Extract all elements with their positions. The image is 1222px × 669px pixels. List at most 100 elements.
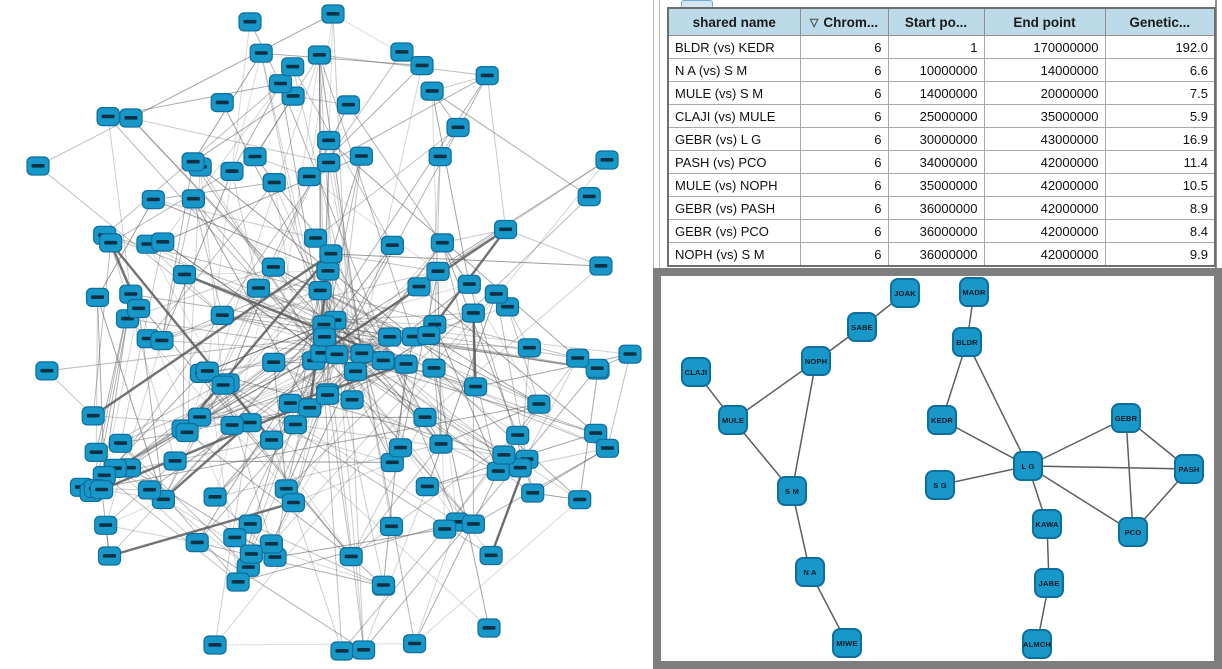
- cell-start[interactable]: 34000000: [887, 150, 985, 174]
- cell-genetic[interactable]: 8.9: [1104, 196, 1216, 220]
- table-tab-fragment[interactable]: [681, 0, 713, 7]
- cell-shared_name[interactable]: N A (vs) S M: [667, 58, 801, 82]
- node-kedr[interactable]: KEDR: [927, 405, 957, 435]
- cell-genetic[interactable]: 5.9: [1104, 104, 1216, 128]
- cell-genetic[interactable]: 7.5: [1104, 81, 1216, 105]
- cell-start[interactable]: 36000000: [887, 242, 985, 267]
- cell-chromosome[interactable]: 6: [799, 219, 889, 243]
- cell-end[interactable]: 170000000: [983, 35, 1106, 59]
- cell-shared_name[interactable]: GEBR (vs) PASH: [667, 196, 801, 220]
- node-pash[interactable]: PASH: [1174, 454, 1204, 484]
- cell-chromosome[interactable]: 6: [799, 58, 889, 82]
- node-joak[interactable]: JOAK: [890, 278, 920, 308]
- edge-GEBR-LG[interactable]: [1027, 417, 1127, 467]
- node-noph[interactable]: NOPH: [801, 346, 831, 376]
- cell-end[interactable]: 20000000: [983, 81, 1106, 105]
- cell-shared_name[interactable]: PASH (vs) PCO: [667, 150, 801, 174]
- edge-GEBR-PCO[interactable]: [1125, 417, 1134, 533]
- cell-genetic[interactable]: 11.4: [1104, 150, 1216, 174]
- node-sg[interactable]: S G: [925, 470, 955, 500]
- node-na[interactable]: N A: [795, 557, 825, 587]
- table-row[interactable]: NOPH (vs) S M 6 36000000 42000000 9.9: [667, 242, 1216, 267]
- overview-node-label: [286, 64, 300, 69]
- cell-shared_name[interactable]: BLDR (vs) KEDR: [667, 35, 801, 59]
- overview-node-label: [594, 264, 608, 268]
- cell-start[interactable]: 25000000: [887, 104, 985, 128]
- cell-genetic[interactable]: 192.0: [1104, 35, 1216, 59]
- overview-edge: [107, 116, 323, 354]
- table-row[interactable]: MULE (vs) S M 6 14000000 20000000 7.5: [667, 81, 1216, 105]
- cell-chromosome[interactable]: 6: [799, 35, 889, 59]
- node-bldr[interactable]: BLDR: [952, 327, 982, 357]
- node-almch[interactable]: ALMCH: [1022, 629, 1052, 659]
- column-header-start[interactable]: Start po...: [887, 7, 985, 36]
- node-sabe[interactable]: SABE: [847, 312, 877, 342]
- table-row[interactable]: N A (vs) S M 6 10000000 14000000 6.6: [667, 58, 1216, 82]
- node-miwe[interactable]: MIWE: [832, 628, 862, 658]
- cell-start[interactable]: 10000000: [887, 58, 985, 82]
- overview-node-label: [243, 19, 257, 24]
- cell-end[interactable]: 14000000: [983, 58, 1106, 82]
- cell-genetic[interactable]: 9.9: [1104, 242, 1216, 267]
- cell-start[interactable]: 14000000: [887, 81, 985, 105]
- edge-BLDR-LG[interactable]: [966, 341, 1029, 467]
- cell-start[interactable]: 36000000: [887, 219, 985, 243]
- table-row[interactable]: GEBR (vs) PCO 6 36000000 42000000 8.4: [667, 219, 1216, 243]
- cell-end[interactable]: 42000000: [983, 150, 1106, 174]
- cell-end[interactable]: 35000000: [983, 104, 1106, 128]
- cell-end[interactable]: 43000000: [983, 127, 1106, 151]
- cell-shared_name[interactable]: NOPH (vs) S M: [667, 242, 801, 267]
- table-row[interactable]: BLDR (vs) KEDR 6 1 170000000 192.0: [667, 35, 1216, 59]
- cell-genetic[interactable]: 6.6: [1104, 58, 1216, 82]
- node-madr[interactable]: MADR: [959, 277, 989, 307]
- detail-network-canvas: [695, 291, 1190, 645]
- cell-chromosome[interactable]: 6: [799, 81, 889, 105]
- node-sm[interactable]: S M: [777, 476, 807, 506]
- cell-genetic[interactable]: 10.5: [1104, 173, 1216, 197]
- overview-edge: [97, 297, 164, 500]
- cell-chromosome[interactable]: 6: [799, 150, 889, 174]
- cell-shared_name[interactable]: GEBR (vs) PCO: [667, 219, 801, 243]
- cell-genetic[interactable]: 8.4: [1104, 219, 1216, 243]
- column-header-chromosome[interactable]: ▽ Chrom...: [799, 7, 889, 36]
- cell-end[interactable]: 42000000: [983, 173, 1106, 197]
- panel-splitter[interactable]: [653, 0, 660, 268]
- cell-chromosome[interactable]: 6: [799, 173, 889, 197]
- node-gebr[interactable]: GEBR: [1111, 403, 1141, 433]
- cell-end[interactable]: 42000000: [983, 219, 1106, 243]
- cell-end[interactable]: 42000000: [983, 196, 1106, 220]
- cell-start[interactable]: 30000000: [887, 127, 985, 151]
- node-mule[interactable]: MULE: [718, 405, 748, 435]
- node-claji[interactable]: CLAJI: [681, 357, 711, 387]
- network-view-overview[interactable]: [0, 0, 653, 669]
- table-row[interactable]: CLAJI (vs) MULE 6 25000000 35000000 5.9: [667, 104, 1216, 128]
- edge-LG-PASH[interactable]: [1027, 465, 1190, 470]
- node-lg[interactable]: L G: [1013, 451, 1043, 481]
- network-view-detail[interactable]: JOAK MADR SABE BLDR NOPH CLAJI KEDR GEBR MULE L G…: [661, 276, 1214, 661]
- cell-chromosome[interactable]: 6: [799, 242, 889, 267]
- edge-NOPH-SM[interactable]: [791, 360, 817, 492]
- table-row[interactable]: GEBR (vs) PASH 6 36000000 42000000 8.9: [667, 196, 1216, 220]
- node-pco[interactable]: PCO: [1118, 517, 1148, 547]
- edge-LG-PCO[interactable]: [1027, 465, 1134, 533]
- cell-start[interactable]: 35000000: [887, 173, 985, 197]
- cell-chromosome[interactable]: 6: [799, 196, 889, 220]
- cell-chromosome[interactable]: 6: [799, 127, 889, 151]
- column-header-shared_name[interactable]: shared name: [667, 7, 801, 36]
- table-row[interactable]: GEBR (vs) L G 6 30000000 43000000 16.9: [667, 127, 1216, 151]
- cell-shared_name[interactable]: MULE (vs) S M: [667, 81, 801, 105]
- column-header-genetic[interactable]: Genetic...: [1104, 7, 1216, 36]
- cell-chromosome[interactable]: 6: [799, 104, 889, 128]
- cell-shared_name[interactable]: GEBR (vs) L G: [667, 127, 801, 151]
- cell-start[interactable]: 1: [887, 35, 985, 59]
- cell-shared_name[interactable]: CLAJI (vs) MULE: [667, 104, 801, 128]
- cell-genetic[interactable]: 16.9: [1104, 127, 1216, 151]
- column-header-end[interactable]: End point: [983, 7, 1106, 36]
- cell-end[interactable]: 42000000: [983, 242, 1106, 267]
- cell-start[interactable]: 36000000: [887, 196, 985, 220]
- table-row[interactable]: PASH (vs) PCO 6 34000000 42000000 11.4: [667, 150, 1216, 174]
- node-jabe[interactable]: JABE: [1034, 568, 1064, 598]
- cell-shared_name[interactable]: MULE (vs) NOPH: [667, 173, 801, 197]
- node-kawa[interactable]: KAWA: [1032, 509, 1062, 539]
- table-row[interactable]: MULE (vs) NOPH 6 35000000 42000000 10.5: [667, 173, 1216, 197]
